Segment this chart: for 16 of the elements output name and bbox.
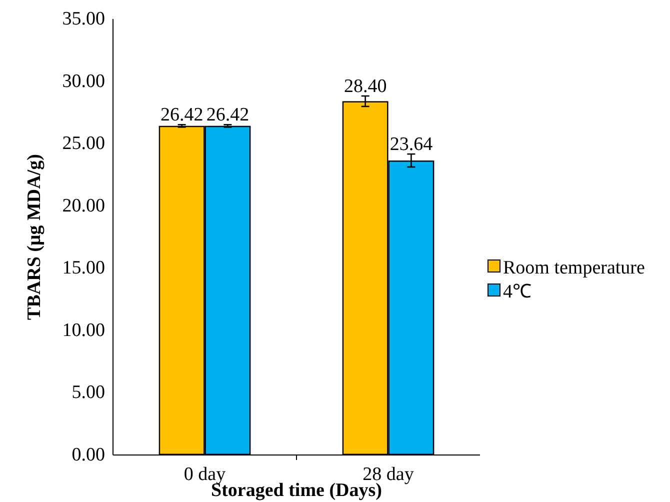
data-label: 23.64 (390, 134, 434, 156)
y-tick-label: 5.00 (72, 382, 105, 404)
x-tick-label: 0 day (184, 464, 226, 485)
legend-label: Room temperature (503, 258, 645, 279)
y-axis-title: TBARS (μg MDA/g) (24, 154, 45, 320)
y-tick-label: 20.00 (62, 195, 105, 216)
data-label: 28.40 (344, 76, 387, 97)
data-label: 26.42 (160, 104, 204, 126)
y-tick-label: 35.00 (62, 8, 105, 30)
data-label: 26.42 (206, 104, 250, 126)
y-tick-label: 30.00 (62, 70, 105, 92)
y-tick-label: 15.00 (62, 258, 105, 279)
y-tick-label: 0.00 (72, 444, 105, 466)
y-tick-label: 10.00 (62, 320, 105, 341)
y-tick-label: 25.00 (62, 133, 105, 154)
legend-label: 4℃ (503, 282, 532, 303)
